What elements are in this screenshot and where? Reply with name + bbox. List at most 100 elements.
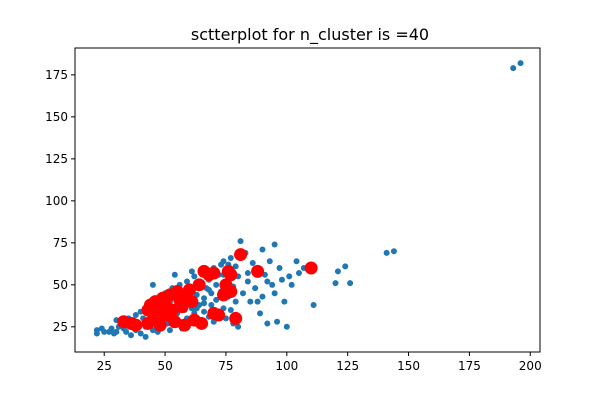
x-tick-label: 150 xyxy=(397,359,420,373)
cluster-center-point xyxy=(141,316,155,330)
y-tick-label: 150 xyxy=(45,110,68,124)
data-point xyxy=(149,281,156,288)
y-tick-label: 175 xyxy=(45,68,68,82)
data-point xyxy=(132,312,139,319)
data-point xyxy=(101,328,108,335)
data-point xyxy=(283,323,290,330)
data-point xyxy=(244,278,251,285)
data-point xyxy=(201,300,208,307)
data-point xyxy=(517,60,524,67)
data-point xyxy=(259,246,266,253)
data-point xyxy=(264,320,271,327)
cluster-center-point xyxy=(234,248,248,262)
cluster-center-point xyxy=(207,266,221,280)
data-point xyxy=(93,330,100,337)
data-point xyxy=(288,281,295,288)
cluster-center-point xyxy=(195,316,209,330)
data-point xyxy=(383,249,390,256)
cluster-center-point xyxy=(224,285,238,299)
data-point xyxy=(220,258,227,265)
plot-points xyxy=(93,60,524,340)
y-tick-label: 75 xyxy=(53,236,68,250)
cluster-center-point xyxy=(178,318,192,332)
data-point xyxy=(201,295,208,302)
y-axis: 25 50 75 100 125 150 175 xyxy=(45,68,75,334)
x-tick-label: 75 xyxy=(218,359,233,373)
data-point xyxy=(142,333,149,340)
x-axis: 25 50 75 100 125 150 175 200 xyxy=(97,352,542,373)
cluster-center-point xyxy=(224,268,238,282)
data-point xyxy=(278,276,285,283)
data-point xyxy=(137,330,144,337)
data-point xyxy=(108,325,115,332)
data-point xyxy=(286,273,293,280)
data-point xyxy=(257,310,264,317)
data-point xyxy=(310,301,317,308)
data-point xyxy=(266,258,273,265)
data-point xyxy=(171,271,178,278)
data-point xyxy=(183,278,190,285)
x-tick-label: 25 xyxy=(97,359,112,373)
data-point xyxy=(123,328,130,335)
data-point xyxy=(191,273,198,280)
data-point xyxy=(205,286,212,293)
cluster-center-point xyxy=(175,300,189,314)
data-point xyxy=(244,270,251,277)
data-point xyxy=(208,301,215,308)
y-tick-label: 25 xyxy=(53,320,68,334)
data-point xyxy=(166,327,173,334)
data-point xyxy=(342,263,349,270)
data-point xyxy=(334,268,341,275)
data-point xyxy=(293,258,300,265)
data-point xyxy=(213,296,220,303)
data-point xyxy=(227,254,234,261)
data-point xyxy=(232,298,239,305)
data-point xyxy=(271,241,278,248)
data-point xyxy=(269,281,276,288)
data-point xyxy=(113,328,120,335)
plot-frame xyxy=(74,47,541,353)
data-point xyxy=(281,298,288,305)
data-point xyxy=(259,293,266,300)
y-tick-label: 50 xyxy=(53,278,68,292)
data-point xyxy=(271,290,278,297)
data-point xyxy=(237,238,244,245)
data-point xyxy=(510,65,517,72)
data-point xyxy=(274,318,281,325)
data-point xyxy=(232,263,239,270)
chart-title: sctterplot for n_cluster is =40 xyxy=(191,25,429,45)
cluster-center-point xyxy=(304,261,318,275)
x-tick-label: 125 xyxy=(336,359,359,373)
x-tick-label: 175 xyxy=(458,359,481,373)
data-point xyxy=(390,248,397,255)
x-tick-label: 100 xyxy=(275,359,298,373)
x-tick-label: 200 xyxy=(519,359,542,373)
data-point xyxy=(254,298,261,305)
data-point xyxy=(213,281,220,288)
data-point xyxy=(227,307,234,314)
cluster-center-point xyxy=(129,318,143,332)
cluster-center-point xyxy=(182,283,196,297)
cluster-center-point xyxy=(229,311,243,325)
cluster-center-point xyxy=(212,308,226,322)
data-point xyxy=(247,298,254,305)
data-point xyxy=(239,290,246,297)
cluster-center-point xyxy=(251,264,265,278)
data-point xyxy=(264,278,271,285)
data-point xyxy=(235,323,242,330)
cluster-center-point xyxy=(192,278,206,292)
cluster-center-point xyxy=(153,318,167,332)
data-point xyxy=(201,308,208,315)
data-point xyxy=(332,280,339,287)
data-point xyxy=(127,332,134,339)
y-tick-label: 125 xyxy=(45,152,68,166)
data-point xyxy=(295,270,302,277)
data-point xyxy=(347,280,354,287)
data-point xyxy=(252,285,259,292)
y-tick-label: 100 xyxy=(45,194,68,208)
data-point xyxy=(188,268,195,275)
data-point xyxy=(276,265,283,272)
cluster-center-point xyxy=(185,295,199,309)
data-point xyxy=(249,259,256,266)
